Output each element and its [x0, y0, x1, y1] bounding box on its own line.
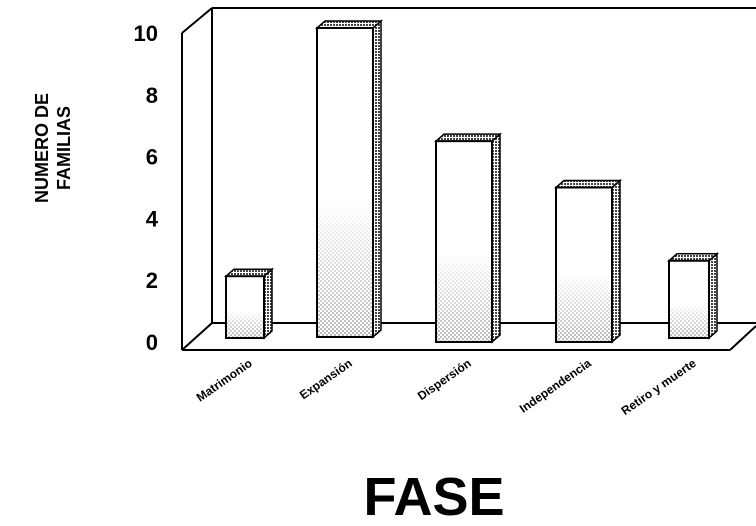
bar-front-outline	[668, 259, 710, 339]
x-axis-title: FASE	[363, 467, 504, 526]
bar-top	[224, 268, 274, 277]
y-tick-label: 4	[146, 206, 159, 231]
bar-front-highlight	[436, 141, 492, 342]
y-tick-label: 6	[146, 145, 158, 170]
bars	[224, 19, 719, 344]
y-axis-label-line1: NUMERO DE	[32, 93, 52, 203]
floor-right-edge	[729, 325, 756, 351]
bar-front-highlight	[556, 187, 612, 342]
bar-front-highlight	[226, 276, 264, 338]
floor-left-edge	[181, 322, 213, 351]
bar	[434, 132, 502, 344]
bar-front-outline	[225, 275, 265, 340]
y-tick-label: 2	[146, 268, 158, 293]
y-tick-label: 0	[146, 330, 158, 355]
y-tick-label: 8	[146, 83, 158, 108]
bar-side	[263, 267, 273, 340]
y-axis-label-line2: FAMILIAS	[54, 106, 74, 190]
bar-top	[315, 20, 383, 29]
y-axis-ticks: 0 2 4 6 8 10	[134, 21, 159, 355]
bar-front-outline	[316, 27, 374, 338]
bar-front-highlight	[669, 260, 709, 338]
left-wall-top-edge	[181, 7, 213, 34]
bar-front-outline	[435, 140, 493, 343]
bar	[667, 252, 719, 340]
category-label: Expansión	[297, 356, 355, 402]
category-label: Retiro y muerte	[619, 356, 699, 418]
bar-side	[611, 178, 621, 344]
bar-top	[667, 253, 719, 262]
category-label: Dispersión	[415, 356, 474, 403]
bar	[315, 19, 383, 339]
bar-top	[434, 133, 502, 142]
category-label: Independencia	[517, 356, 594, 416]
bar-side	[372, 19, 382, 339]
bar-side	[491, 132, 501, 344]
x-axis-labels: Matrimonio Expansión Dispersión Independenc…	[194, 356, 699, 418]
category-label: Matrimonio	[194, 356, 255, 405]
bar-top	[554, 179, 622, 189]
bar	[554, 178, 622, 344]
y-tick-label: 10	[134, 21, 158, 46]
bar-front-highlight	[317, 28, 373, 337]
bar-front-outline	[555, 186, 613, 343]
bar	[224, 267, 274, 340]
bar-side	[708, 252, 718, 340]
